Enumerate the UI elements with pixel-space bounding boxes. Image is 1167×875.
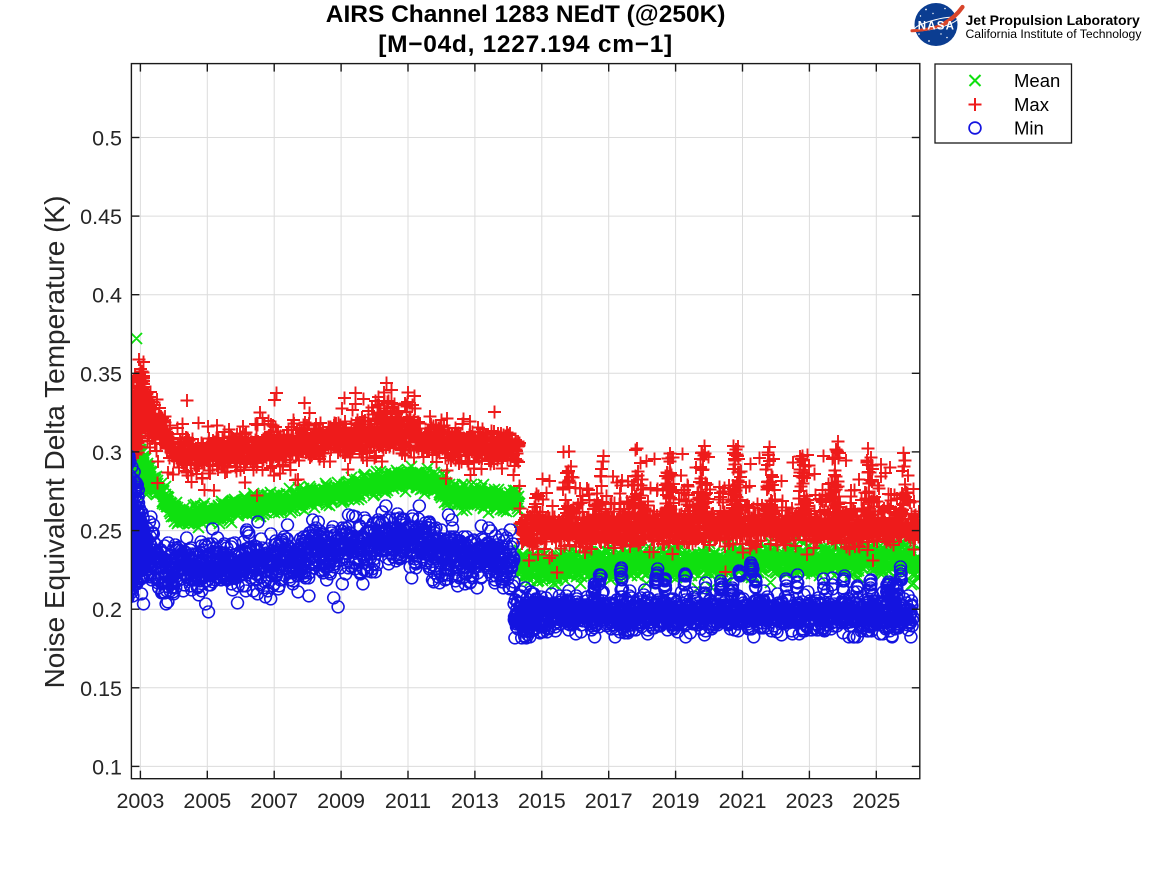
svg-text:Max: Max	[1014, 94, 1050, 115]
svg-text:2011: 2011	[385, 789, 431, 813]
svg-text:0.4: 0.4	[92, 284, 122, 308]
svg-text:AIRS Channel 1283 NEdT (@250K): AIRS Channel 1283 NEdT (@250K)	[326, 1, 726, 28]
svg-text:Mean: Mean	[1014, 70, 1060, 91]
svg-text:Min: Min	[1014, 118, 1044, 139]
svg-text:0.35: 0.35	[80, 362, 122, 386]
svg-text:0.45: 0.45	[80, 205, 122, 229]
svg-text:0.3: 0.3	[92, 441, 122, 465]
svg-text:2005: 2005	[183, 789, 231, 813]
svg-text:2021: 2021	[719, 789, 767, 813]
svg-text:2009: 2009	[317, 789, 365, 813]
svg-text:2013: 2013	[451, 789, 499, 813]
svg-text:2003: 2003	[116, 789, 164, 813]
svg-text:2017: 2017	[585, 789, 633, 813]
svg-text:Jet Propulsion Laboratory: Jet Propulsion Laboratory	[966, 12, 1140, 28]
svg-text:0.25: 0.25	[80, 520, 122, 544]
svg-text:2007: 2007	[250, 789, 298, 813]
svg-text:2019: 2019	[652, 789, 700, 813]
svg-text:California Institute of Techno: California Institute of Technology	[966, 27, 1143, 41]
svg-text:2025: 2025	[852, 789, 900, 813]
svg-text:Noise Equivalent Delta Tempera: Noise Equivalent Delta Temperature (K)	[39, 196, 70, 689]
svg-text:2015: 2015	[518, 789, 566, 813]
svg-text:2023: 2023	[785, 789, 833, 813]
svg-text:0.15: 0.15	[80, 677, 122, 701]
svg-text:NASA: NASA	[918, 21, 955, 33]
svg-text:[M−04d, 1227.194 cm−1]: [M−04d, 1227.194 cm−1]	[378, 31, 673, 58]
svg-text:0.5: 0.5	[92, 127, 122, 151]
svg-text:0.2: 0.2	[92, 598, 122, 622]
svg-text:0.1: 0.1	[92, 755, 122, 779]
